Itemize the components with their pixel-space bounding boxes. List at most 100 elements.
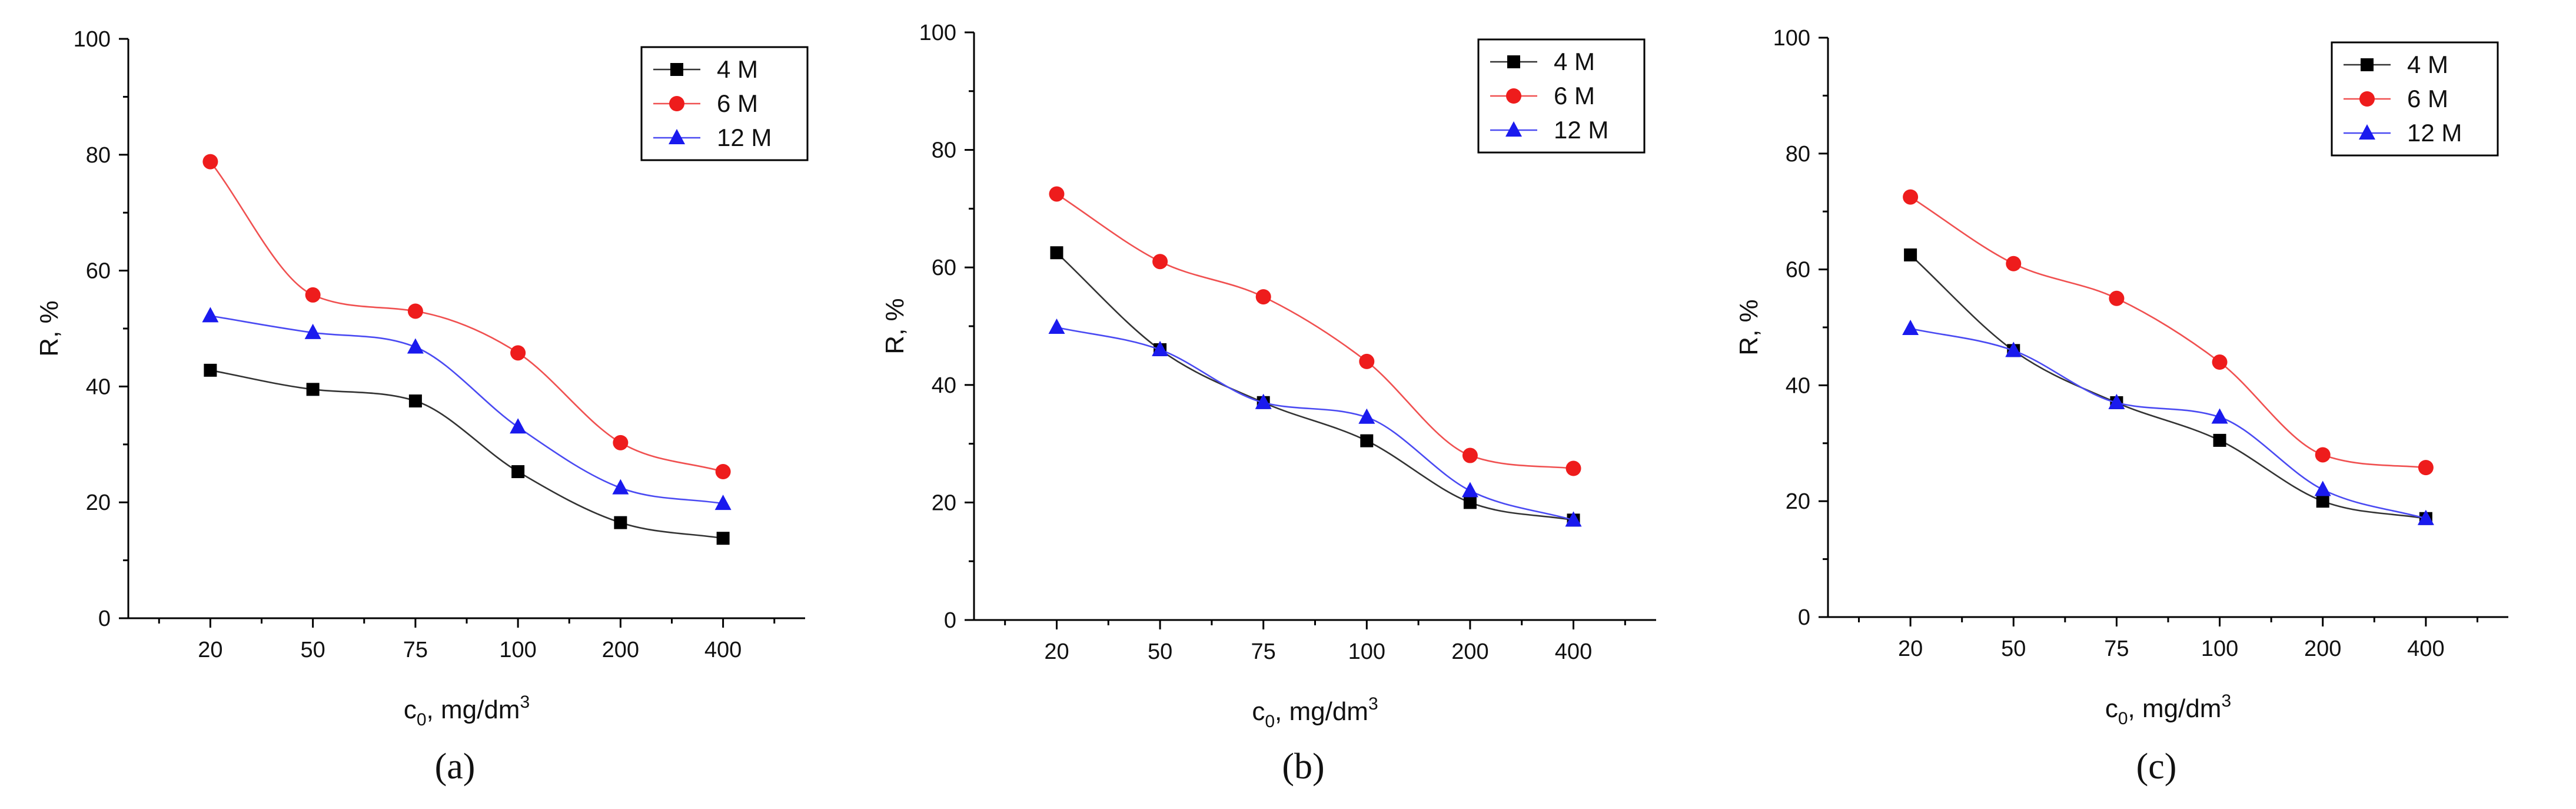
x-axis-title-unit: , mg/dm [1275, 697, 1368, 726]
data-point-6m [1152, 254, 1168, 270]
data-point-4m [1904, 248, 1917, 261]
series-line-12m [1910, 327, 2427, 519]
data-point-4m [511, 465, 525, 479]
series-line-12m [210, 315, 723, 505]
data-point-4m [1360, 434, 1374, 447]
panel-label: (a) [435, 747, 476, 787]
data-point-6m [715, 464, 731, 480]
x-axis-title: c0, mg/dm3 [1252, 694, 1378, 731]
legend-marker [2361, 58, 2374, 71]
legend-marker [1506, 88, 1521, 104]
data-point-12m [202, 307, 219, 323]
series-line-4m [1056, 252, 1574, 521]
x-tick-label: 50 [300, 638, 325, 662]
data-point-12m [2314, 480, 2331, 496]
x-axis-title-base: c [404, 695, 417, 724]
x-axis-title-superscript: 3 [1368, 694, 1378, 714]
data-point-12m [1358, 408, 1375, 424]
data-point-4m [716, 532, 730, 545]
legend-marker [2359, 124, 2375, 140]
data-point-12m [714, 495, 732, 510]
y-tick-label: 40 [86, 374, 111, 399]
data-point-12m [1902, 319, 1919, 335]
x-tick-label: 400 [1555, 639, 1592, 664]
x-tick-label: 100 [2201, 636, 2238, 661]
series-line-6m [210, 161, 723, 473]
data-point-12m [612, 479, 629, 495]
data-point-4m [204, 363, 217, 377]
y-tick-label: 20 [86, 490, 111, 515]
y-tick-label: 0 [1798, 605, 1810, 630]
x-tick-label: 75 [2104, 636, 2129, 661]
y-tick-label: 40 [1786, 373, 1810, 398]
legend-label: 12 M [1554, 116, 1608, 144]
series-line-6m [1910, 196, 2427, 469]
data-point-6m [2418, 460, 2434, 476]
data-point-12m [1565, 511, 1582, 527]
series-line-12m [1056, 326, 1574, 521]
x-axis-title-unit: , mg/dm [2128, 694, 2222, 723]
y-tick-label: 60 [1786, 258, 1810, 283]
data-point-6m [510, 345, 526, 361]
series-line-4m [1910, 254, 2427, 519]
x-axis-title-subscript: 0 [417, 710, 427, 730]
y-axis-title: R, % [35, 300, 64, 356]
x-tick-label: 20 [1044, 639, 1069, 664]
y-tick-label: 40 [932, 373, 956, 398]
data-point-6m [1565, 460, 1581, 476]
data-point-6m [613, 435, 629, 450]
data-point-6m [1359, 353, 1375, 369]
y-tick-label: 80 [86, 143, 111, 168]
legend-marker [1505, 121, 1522, 137]
legend-label: 6 M [717, 89, 758, 117]
legend-label: 6 M [2407, 85, 2448, 112]
data-point-6m [407, 303, 423, 319]
x-axis-title: c0, mg/dm3 [2105, 691, 2231, 728]
x-tick-label: 20 [1898, 636, 1923, 661]
data-point-6m [1462, 447, 1478, 463]
data-point-4m [408, 394, 422, 407]
x-tick-label: 20 [198, 638, 222, 662]
x-tick-label: 200 [1451, 639, 1488, 664]
x-axis-title-subscript: 0 [2118, 709, 2128, 728]
data-point-4m [2213, 433, 2226, 447]
legend-label: 6 M [1554, 82, 1595, 110]
data-point-6m [2315, 447, 2331, 463]
data-point-12m [1255, 393, 1272, 409]
legend-marker [669, 129, 685, 144]
data-point-4m [1050, 246, 1063, 260]
y-axis-title: R, % [880, 298, 909, 354]
y-tick-label: 100 [919, 21, 956, 45]
x-axis-title-base: c [2105, 694, 2118, 723]
x-tick-label: 100 [499, 638, 536, 662]
y-tick-label: 100 [74, 27, 111, 52]
y-tick-label: 0 [98, 606, 111, 631]
data-point-12m [1048, 318, 1065, 334]
y-tick-label: 80 [932, 138, 956, 163]
y-tick-label: 0 [944, 608, 956, 633]
data-point-6m [202, 154, 218, 170]
legend-label: 4 M [2407, 51, 2448, 78]
legend-marker [1507, 55, 1520, 68]
data-point-12m [304, 323, 321, 339]
legend-label: 4 M [1554, 48, 1595, 75]
x-axis-title-superscript: 3 [2221, 691, 2231, 711]
data-point-12m [2417, 509, 2434, 525]
data-point-6m [1255, 289, 1271, 305]
x-tick-label: 75 [403, 638, 428, 662]
legend-marker [2359, 91, 2375, 107]
x-axis-title: c0, mg/dm3 [404, 692, 530, 730]
y-tick-label: 60 [86, 259, 111, 284]
x-axis-title-subscript: 0 [1265, 712, 1275, 731]
x-axis-title-unit: , mg/dm [427, 695, 520, 724]
data-point-12m [2211, 408, 2228, 424]
y-axis-title: R, % [1734, 299, 1763, 355]
legend-label: 12 M [717, 124, 772, 151]
y-tick-label: 20 [932, 490, 956, 515]
legend-label: 12 M [2407, 119, 2462, 147]
data-point-6m [2109, 290, 2125, 306]
legend-label: 4 M [717, 55, 758, 83]
data-point-12m [1461, 482, 1478, 498]
